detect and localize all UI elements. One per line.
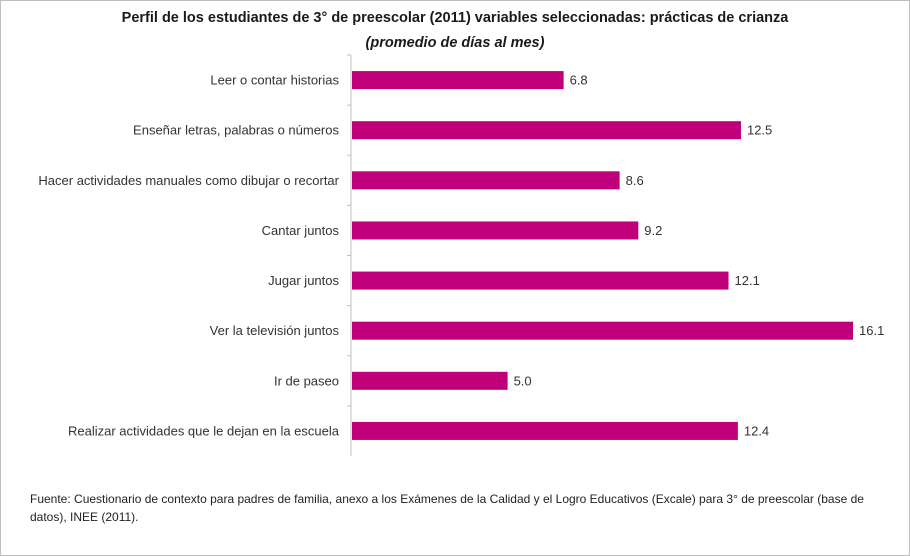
bar xyxy=(352,321,853,340)
bar xyxy=(352,71,564,90)
bar xyxy=(352,421,738,440)
data-label: 12.1 xyxy=(735,273,760,288)
category-label: Enseñar letras, palabras o números xyxy=(133,123,339,138)
category-label: Leer o contar historias xyxy=(210,73,339,88)
bar xyxy=(352,121,741,140)
data-label: 9.2 xyxy=(644,223,662,238)
data-label: 6.8 xyxy=(570,73,588,88)
data-label: 16.1 xyxy=(859,323,884,338)
category-label: Ver la televisión juntos xyxy=(210,323,340,338)
category-label: Jugar juntos xyxy=(268,273,339,288)
source-footnote: Fuente: Cuestionario de contexto para pa… xyxy=(30,492,864,524)
bar xyxy=(352,171,620,190)
category-label: Ir de paseo xyxy=(274,373,339,388)
category-label: Hacer actividades manuales como dibujar … xyxy=(38,173,339,188)
bar xyxy=(352,271,729,290)
category-label: Realizar actividades que le dejan en la … xyxy=(68,423,340,438)
data-label: 8.6 xyxy=(626,173,644,188)
chart-title: Perfil de los estudiantes de 3° de prees… xyxy=(121,10,789,26)
bar xyxy=(352,371,508,390)
data-label: 5.0 xyxy=(514,373,532,388)
bars-layer: Leer o contar historias 6.8 Enseñar letras… xyxy=(38,54,884,456)
data-label: 12.4 xyxy=(744,423,769,438)
chart-subtitle: (promedio de días al mes) xyxy=(365,35,545,51)
data-label: 12.5 xyxy=(747,123,772,138)
bar xyxy=(352,221,639,240)
category-label: Cantar juntos xyxy=(262,223,340,238)
